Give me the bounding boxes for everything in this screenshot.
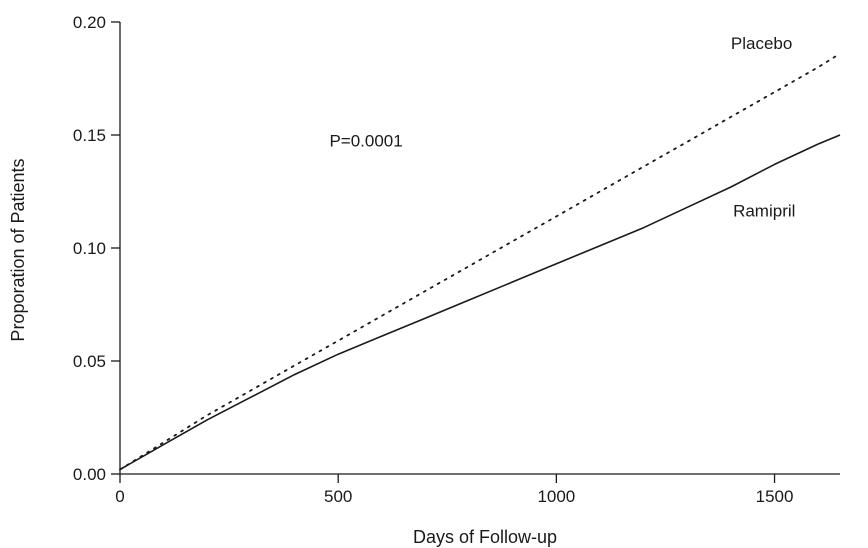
y-tick-label: 0.15 <box>73 126 106 145</box>
y-tick-label: 0.05 <box>73 352 106 371</box>
annotation-placebo: Placebo <box>731 34 792 53</box>
y-tick-label: 0.00 <box>73 465 106 484</box>
annotations: Placebo Ramipril P=0.0001 <box>329 34 795 220</box>
series-line-placebo <box>119 52 841 471</box>
y-ticks: 0.00 0.05 0.10 0.15 0.20 <box>73 13 120 484</box>
series-layer <box>119 52 841 471</box>
x-axis-title: Days of Follow-up <box>413 527 557 547</box>
y-axis-title: Proporation of Patients <box>8 158 28 341</box>
x-tick-label: 0 <box>115 487 124 506</box>
y-axis: 0.00 0.05 0.10 0.15 0.20 <box>73 13 121 484</box>
x-tick-label: 1000 <box>537 487 575 506</box>
x-tick-label: 1500 <box>756 487 794 506</box>
series-line-ramipril <box>119 134 841 471</box>
y-tick-label: 0.10 <box>73 239 106 258</box>
y-tick-label: 0.20 <box>73 13 106 32</box>
x-axis: 0 500 1000 1500 <box>115 473 840 506</box>
annotation-ramipril: Ramipril <box>733 201 795 220</box>
x-tick-label: 500 <box>324 487 352 506</box>
annotation-p-0-0001: P=0.0001 <box>329 131 402 150</box>
x-ticks: 0 500 1000 1500 <box>115 474 793 506</box>
